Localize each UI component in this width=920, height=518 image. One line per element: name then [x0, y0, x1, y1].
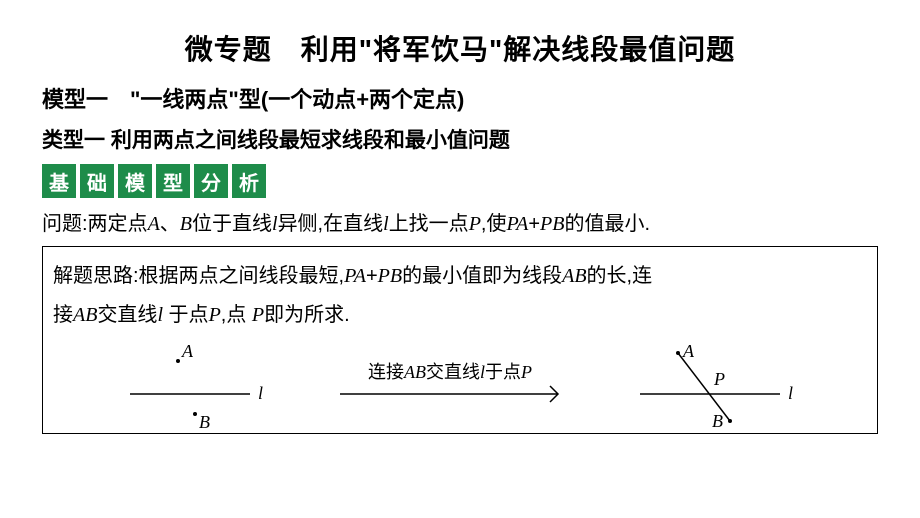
s-mid2: 的长,连	[587, 265, 653, 287]
svg-text:A: A	[682, 341, 695, 361]
badge-row: 基 础 模 型 分 析	[42, 164, 878, 198]
q-mid4: ,使	[481, 213, 507, 235]
q-sep1: 、	[160, 213, 180, 235]
svg-text:P: P	[713, 369, 725, 389]
svg-text:l: l	[258, 383, 263, 403]
s-pre: 解题思路:根据两点之间线段最短,	[53, 265, 344, 287]
type-heading: 类型一 利用两点之间线段最短求线段和最小值问题	[42, 124, 878, 154]
svg-text:B: B	[712, 411, 723, 429]
s-PA: PA	[344, 265, 366, 287]
diagram-left: A Bl	[100, 339, 300, 429]
badge-char: 基	[42, 164, 76, 198]
badge-char: 析	[232, 164, 266, 198]
s-mid5: ,点	[221, 304, 252, 326]
q-plus: +	[528, 213, 540, 235]
q-A: A	[148, 213, 160, 235]
s-AB1: AB	[562, 265, 586, 287]
svg-text:连接AB交直线l于点P: 连接AB交直线l于点P	[368, 362, 532, 382]
s-P1: P	[209, 304, 221, 326]
q-mid2: 异侧,在直线	[278, 213, 384, 235]
s-P2: P	[252, 304, 264, 326]
s-mid3: 交直线	[97, 304, 157, 326]
s-PB: PB	[378, 265, 402, 287]
s-mid1: 的最小值即为线段	[402, 265, 562, 287]
s-mid4: 于点	[163, 304, 209, 326]
q-pre: 问题:两定点	[42, 213, 148, 235]
q-P: P	[469, 213, 481, 235]
q-PB: PB	[540, 213, 564, 235]
svg-text:B: B	[199, 412, 210, 429]
diagram-row: A Bl 连接AB交直线l于点P A B Pl	[53, 339, 867, 429]
q-mid3: 上找一点	[389, 213, 469, 235]
badge-char: 模	[118, 164, 152, 198]
svg-text:l: l	[788, 383, 793, 403]
q-mid1: 位于直线	[192, 213, 272, 235]
solution-text: 解题思路:根据两点之间线段最短,PA+PB的最小值即为线段AB的长,连 接AB交…	[53, 257, 867, 335]
badge-char: 型	[156, 164, 190, 198]
q-B: B	[180, 213, 192, 235]
page-title: 微专题 利用"将军饮马"解决线段最值问题	[42, 28, 878, 68]
s-tail: 即为所求.	[264, 304, 350, 326]
s-plus: +	[366, 265, 378, 287]
badge-char: 础	[80, 164, 114, 198]
s-AB2: AB	[73, 304, 97, 326]
solution-box: 解题思路:根据两点之间线段最短,PA+PB的最小值即为线段AB的长,连 接AB交…	[42, 246, 878, 434]
badge-char: 分	[194, 164, 228, 198]
diagram-right: A B Pl	[600, 339, 820, 429]
model-heading: 模型一 "一线两点"型(一个动点+两个定点)	[42, 82, 878, 114]
question-text: 问题:两定点A、B位于直线l异侧,在直线l上找一点P,使PA+PB的值最小.	[42, 208, 878, 240]
diagram-arrow: 连接AB交直线l于点P	[330, 354, 570, 414]
q-PA: PA	[506, 213, 528, 235]
q-tail: 的值最小.	[564, 213, 650, 235]
svg-text:A: A	[181, 341, 194, 361]
s-line2a: 接	[53, 304, 73, 326]
